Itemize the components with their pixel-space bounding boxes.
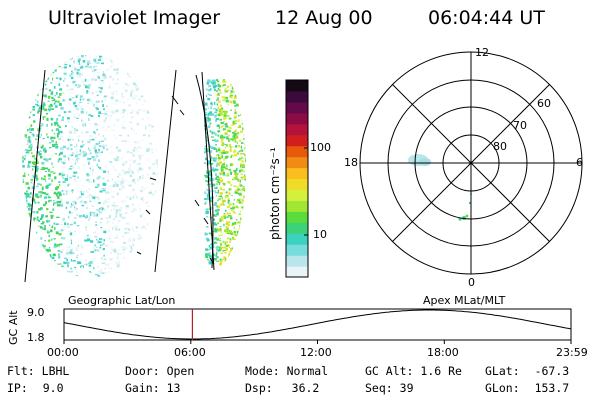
- status-filter: Flt: LBHL: [7, 364, 70, 378]
- timeline-x-0000: 00:00: [47, 346, 79, 359]
- timeline-x-1200: 12:00: [300, 346, 332, 359]
- status-seq: Seq: 39: [365, 381, 414, 395]
- lat-label-80: 80: [493, 140, 507, 153]
- status-gain: Gain: 13: [125, 381, 181, 395]
- lat-label-60: 60: [537, 97, 551, 110]
- lat-label-70: 70: [513, 119, 527, 132]
- colorbar-tick-10: 10: [313, 228, 327, 241]
- status-glon: GLon: 153.7: [485, 381, 570, 395]
- status-mode: Mode: Normal: [245, 364, 329, 378]
- colorbar-unit-label: photon cm⁻²s⁻¹: [268, 147, 282, 240]
- geographic-image-left: [22, 55, 177, 283]
- meridian-line: [154, 69, 177, 273]
- mlt-label-6: 6: [576, 156, 583, 169]
- geographic-caption: Geographic Lat/Lon: [68, 294, 176, 307]
- instrument-title: Ultraviolet Imager: [48, 7, 221, 29]
- timeline-y-bottom: 1.8: [27, 331, 45, 344]
- mlt-label-0: 0: [468, 276, 475, 289]
- mlt-label-12: 12: [475, 46, 489, 59]
- image-date: 12 Aug 00: [275, 7, 373, 29]
- altitude-timeline: [63, 308, 572, 344]
- colorbar-tick-100: 100: [310, 141, 331, 154]
- meridian-line: [201, 71, 215, 271]
- status-ip: IP: 9.0: [7, 381, 64, 395]
- status-dsp: Dsp: 36.2: [245, 381, 320, 395]
- mlt-label-18: 18: [344, 156, 358, 169]
- timeline-y-top: 9.0: [27, 306, 45, 319]
- timeline-x-2359: 23:59: [556, 346, 588, 359]
- apex-caption: Apex MLat/MLT: [423, 294, 506, 307]
- status-gc-alt: GC Alt: 1.6 Re: [365, 364, 462, 378]
- terminator-line: [195, 74, 214, 269]
- timeline-axis-title: GC Alt: [7, 310, 20, 345]
- timeline-x-1800: 18:00: [427, 346, 459, 359]
- status-glat: GLat: -67.3: [485, 364, 570, 378]
- colorbar: [285, 79, 309, 278]
- polar-plot: [359, 51, 583, 275]
- geographic-image-right: [136, 71, 246, 271]
- image-time: 06:04:44 UT: [428, 7, 545, 29]
- timeline-x-0600: 06:00: [174, 346, 206, 359]
- meridian-line: [24, 69, 46, 283]
- status-door: Door: Open: [125, 364, 195, 378]
